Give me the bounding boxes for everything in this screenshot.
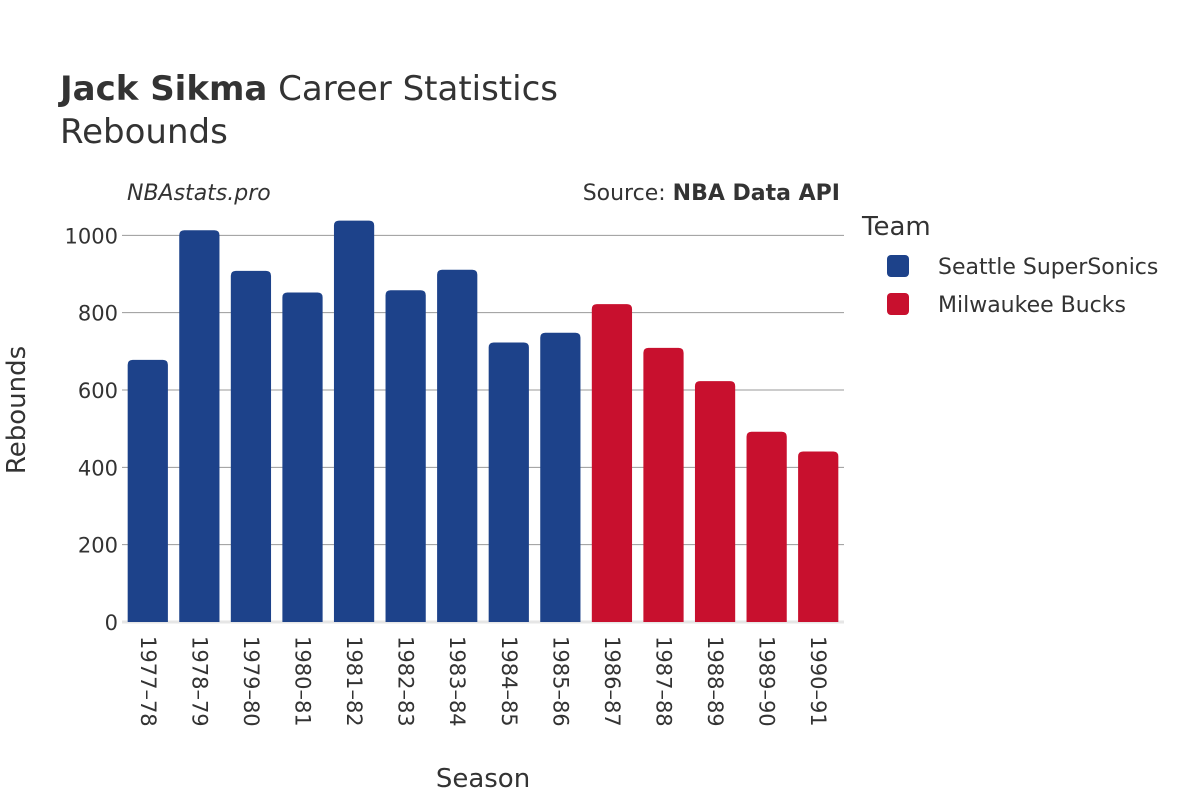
x-tick-label: 1982–83 bbox=[394, 636, 418, 727]
chart-title-player: Jack Sikma bbox=[58, 69, 267, 109]
bar[interactable] bbox=[798, 451, 839, 622]
bar[interactable] bbox=[127, 359, 168, 622]
x-tick-label: 1989–90 bbox=[755, 636, 779, 727]
x-axis-title: Season bbox=[436, 764, 530, 794]
bar[interactable] bbox=[591, 304, 633, 622]
x-tick-label: 1985–86 bbox=[548, 636, 572, 727]
legend-swatch bbox=[887, 255, 909, 277]
bars bbox=[127, 220, 839, 622]
x-tick-label: 1988–89 bbox=[703, 636, 727, 727]
bar[interactable] bbox=[488, 342, 529, 622]
bar[interactable] bbox=[540, 332, 581, 622]
chart-title: Jack Sikma Career Statistics bbox=[58, 69, 558, 109]
bar[interactable] bbox=[694, 381, 736, 622]
y-tick-label: 0 bbox=[105, 611, 118, 635]
source-name: NBA Data API bbox=[673, 181, 840, 206]
bar[interactable] bbox=[179, 230, 220, 622]
chart-title-rest: Career Statistics bbox=[267, 69, 558, 109]
gridlines bbox=[122, 234, 844, 624]
x-tick-label: 1983–84 bbox=[445, 636, 469, 727]
legend-label: Milwaukee Bucks bbox=[938, 293, 1126, 318]
x-tick-label: 1987–88 bbox=[652, 636, 676, 727]
x-tick-label: 1977–78 bbox=[136, 636, 160, 727]
legend-swatch bbox=[887, 293, 909, 315]
bar[interactable] bbox=[746, 431, 787, 622]
x-tick-label: 1984–85 bbox=[497, 636, 521, 727]
y-tick-label: 600 bbox=[78, 379, 118, 403]
x-tick-label: 1978–79 bbox=[187, 636, 211, 727]
y-tick-label: 1000 bbox=[65, 224, 118, 248]
x-axis-ticks: 1977–78 1978–79 1979–80 1980–81 1981–82 1982–… bbox=[136, 636, 830, 727]
y-axis-ticks: 0 200 400 600 800 1000 bbox=[65, 224, 118, 635]
bar[interactable] bbox=[437, 269, 478, 622]
bar[interactable] bbox=[282, 292, 323, 622]
y-tick-label: 800 bbox=[78, 302, 118, 326]
bar[interactable] bbox=[385, 290, 426, 622]
y-axis-title: Rebounds bbox=[2, 346, 32, 474]
x-tick-label: 1980–81 bbox=[291, 636, 315, 727]
x-tick-label: 1990–91 bbox=[806, 636, 830, 727]
source-label: Source: NBA Data API bbox=[583, 181, 840, 206]
y-tick-label: 400 bbox=[78, 456, 118, 480]
legend: Team Seattle SuperSonics Milwaukee Bucks bbox=[861, 212, 1158, 318]
x-tick-label: 1981–82 bbox=[342, 636, 366, 727]
bar[interactable] bbox=[230, 270, 272, 622]
bar[interactable] bbox=[333, 220, 375, 622]
legend-title: Team bbox=[861, 212, 931, 242]
source-prefix: Source: bbox=[583, 181, 673, 206]
y-tick-label: 200 bbox=[78, 534, 118, 558]
bar[interactable] bbox=[643, 347, 684, 622]
watermark: NBAstats.pro bbox=[127, 181, 271, 206]
legend-label: Seattle SuperSonics bbox=[938, 255, 1158, 280]
x-tick-label: 1986–87 bbox=[600, 636, 624, 727]
chart-subtitle: Rebounds bbox=[60, 112, 228, 152]
x-tick-label: 1979–80 bbox=[239, 636, 263, 727]
